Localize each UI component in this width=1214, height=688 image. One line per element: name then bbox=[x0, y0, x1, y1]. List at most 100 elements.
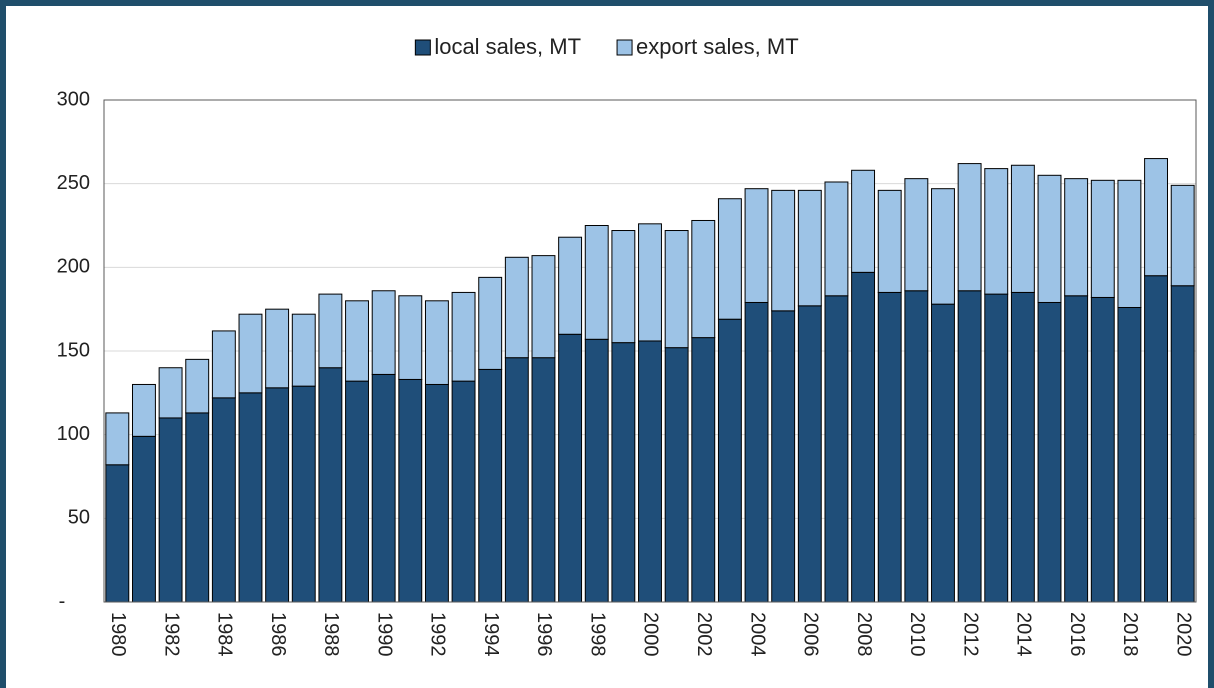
x-tick-label: 1988 bbox=[320, 612, 342, 657]
bar-segment bbox=[1037, 301, 1062, 603]
bar-segment bbox=[904, 290, 929, 603]
plot-border bbox=[103, 99, 1197, 603]
bar-segment bbox=[371, 373, 396, 603]
x-tick-label: 2020 bbox=[1172, 612, 1194, 657]
y-tick-label: - bbox=[59, 590, 66, 612]
x-tick-label: 2002 bbox=[693, 612, 715, 657]
bar-segment bbox=[105, 412, 130, 466]
bar-segment bbox=[771, 189, 796, 312]
x-tick-label: 1994 bbox=[480, 612, 502, 657]
bar-segment bbox=[797, 189, 822, 307]
x-tick-label: 1992 bbox=[427, 612, 449, 657]
x-tick-label: 2004 bbox=[746, 612, 768, 657]
bar-segment bbox=[158, 417, 183, 603]
bar-segment bbox=[371, 290, 396, 375]
bar-segment bbox=[851, 271, 876, 603]
bar-segment bbox=[904, 178, 929, 292]
bar-segment bbox=[851, 169, 876, 273]
bar-segment bbox=[984, 293, 1009, 603]
bar-segment bbox=[211, 330, 236, 399]
bar-segment bbox=[558, 236, 583, 335]
legend-swatch bbox=[414, 39, 431, 56]
bar-segment bbox=[691, 337, 716, 603]
bar-segment bbox=[717, 198, 742, 320]
x-tick-label: 1984 bbox=[214, 612, 236, 657]
bar-segment bbox=[584, 338, 609, 603]
bar-segment bbox=[931, 188, 955, 305]
bar-segment bbox=[318, 293, 343, 369]
bar-segment bbox=[1037, 174, 1062, 303]
x-tick-label: 1998 bbox=[586, 612, 608, 657]
bar-segment bbox=[265, 308, 290, 389]
bar-segment bbox=[877, 189, 902, 293]
x-tick-label: 1982 bbox=[160, 612, 182, 657]
bar-segment bbox=[158, 367, 183, 419]
bar-segment bbox=[238, 392, 263, 603]
bar-segment bbox=[185, 412, 210, 603]
bar-segment bbox=[1117, 306, 1142, 603]
y-tick-label: 150 bbox=[57, 339, 90, 361]
bar-segment bbox=[638, 223, 662, 342]
bar-segment bbox=[291, 313, 316, 387]
bar-segment bbox=[824, 295, 849, 603]
bar-segment bbox=[584, 225, 609, 340]
bar-segment bbox=[717, 318, 742, 603]
bar-segment bbox=[797, 305, 822, 603]
bar-segment bbox=[771, 310, 796, 603]
bar-segment bbox=[1117, 179, 1142, 308]
bar-segment bbox=[504, 357, 529, 603]
x-tick-label: 2014 bbox=[1013, 612, 1035, 657]
bar-segment bbox=[744, 188, 769, 303]
bar-segment bbox=[398, 295, 423, 380]
bar-segment bbox=[424, 383, 449, 603]
bar-segment bbox=[531, 255, 556, 359]
x-tick-label: 2008 bbox=[853, 612, 875, 657]
bar-segment bbox=[1090, 296, 1115, 603]
x-tick-label: 2012 bbox=[959, 612, 981, 657]
bar-segment bbox=[185, 358, 210, 414]
legend-swatch bbox=[616, 39, 633, 56]
bar-segment bbox=[398, 378, 423, 603]
bar-segment bbox=[131, 383, 156, 437]
bar-segment bbox=[611, 230, 636, 344]
legend-label: export sales, MT bbox=[636, 34, 799, 59]
bar-segment bbox=[611, 342, 636, 603]
bar-segment bbox=[691, 219, 716, 339]
bar-segment bbox=[1010, 164, 1035, 293]
y-tick-label: 200 bbox=[57, 256, 90, 278]
x-tick-label: 2006 bbox=[800, 612, 822, 657]
bar-segment bbox=[1144, 275, 1169, 603]
bar-segment bbox=[478, 368, 503, 603]
bar-segment bbox=[931, 303, 955, 603]
bar-segment bbox=[744, 301, 769, 603]
x-tick-label: 2018 bbox=[1119, 612, 1141, 657]
bar-segment bbox=[1064, 295, 1089, 603]
bar-segment bbox=[1090, 179, 1115, 298]
bar-segment bbox=[824, 181, 849, 297]
bar-segment bbox=[1064, 178, 1089, 297]
bar-segment bbox=[451, 291, 476, 382]
y-tick-label: 100 bbox=[57, 423, 90, 445]
bar-segment bbox=[211, 397, 236, 603]
x-tick-label: 2000 bbox=[640, 612, 662, 657]
x-tick-label: 2010 bbox=[906, 612, 928, 657]
bar-segment bbox=[531, 357, 556, 603]
bar-segment bbox=[291, 385, 316, 603]
bar-segment bbox=[504, 256, 529, 359]
bar-segment bbox=[131, 435, 156, 603]
bar-segment bbox=[451, 380, 476, 603]
bar-segment bbox=[318, 367, 343, 603]
bar-segment bbox=[345, 380, 369, 603]
x-tick-label: 2016 bbox=[1066, 612, 1088, 657]
bar-segment bbox=[638, 340, 662, 603]
bar-segment bbox=[984, 168, 1009, 295]
bar-segment bbox=[1144, 158, 1169, 277]
bar-segment bbox=[558, 333, 583, 603]
bar-segment bbox=[1010, 291, 1035, 603]
y-tick-label: 250 bbox=[57, 172, 90, 194]
bar-segment bbox=[1170, 184, 1195, 287]
y-tick-label: 300 bbox=[57, 88, 90, 110]
y-tick-label: 50 bbox=[68, 507, 90, 529]
legend-label: local sales, MT bbox=[434, 34, 581, 59]
